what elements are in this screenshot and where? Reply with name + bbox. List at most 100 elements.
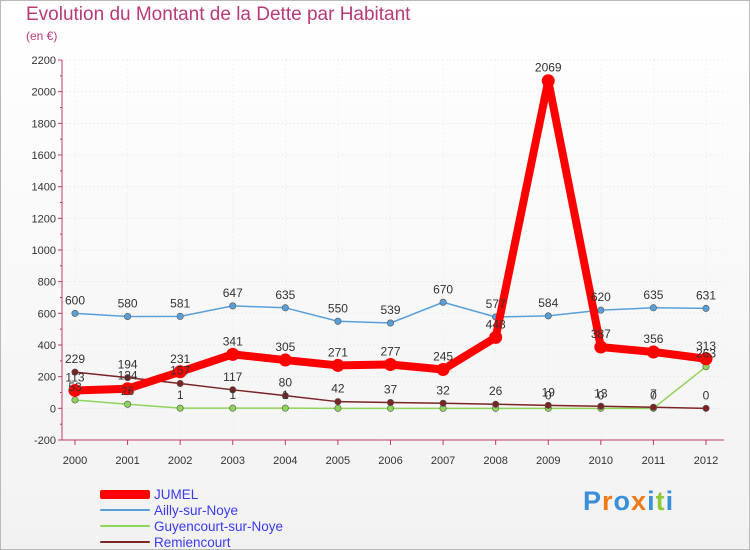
legend-swatch-ailly xyxy=(100,509,150,511)
data-point xyxy=(597,402,605,410)
logo-letter: i xyxy=(665,486,675,516)
data-label: 117 xyxy=(223,370,242,384)
data-label: 157 xyxy=(170,363,190,377)
data-label: 387 xyxy=(591,327,611,341)
data-point xyxy=(334,317,342,325)
data-label: 0 xyxy=(545,388,552,402)
data-label: 550 xyxy=(328,301,348,315)
data-point xyxy=(226,347,240,361)
data-label: 584 xyxy=(538,296,558,310)
data-point xyxy=(229,404,237,412)
y-tick-label: 2000 xyxy=(32,87,56,99)
data-label: 231 xyxy=(170,352,190,366)
legend-item-guyencourt: Guyencourt-sur-Noye xyxy=(100,518,283,534)
data-point xyxy=(124,374,132,382)
y-tick-label: 2200 xyxy=(32,55,56,67)
chart-title: Evolution du Montant de la Dette par Hab… xyxy=(26,4,411,25)
data-point xyxy=(281,392,289,400)
data-point xyxy=(334,404,342,412)
chart-legend: JUMEL Ailly-sur-Noye Guyencourt-sur-Noye… xyxy=(100,486,283,550)
x-tick-label: 2010 xyxy=(589,455,613,467)
data-point xyxy=(702,404,710,412)
data-label: 53 xyxy=(68,380,82,394)
data-point xyxy=(384,357,397,371)
data-label: 277 xyxy=(380,344,400,358)
data-point xyxy=(699,352,713,366)
data-label: 635 xyxy=(275,288,295,302)
data-point xyxy=(124,400,132,408)
data-point xyxy=(176,379,184,387)
data-label: 539 xyxy=(380,303,400,317)
data-point xyxy=(278,353,292,367)
y-tick-label: 1800 xyxy=(32,118,56,130)
data-point xyxy=(597,306,605,314)
data-point xyxy=(386,319,394,327)
legend-label-ailly: Ailly-sur-Noye xyxy=(154,502,239,518)
legend-label-jumel: JUMEL xyxy=(154,486,199,502)
data-label: 448 xyxy=(486,317,506,331)
data-label: 26 xyxy=(489,384,503,398)
data-label: 271 xyxy=(328,345,348,359)
data-label: 194 xyxy=(118,358,138,372)
y-tick-label: -200 xyxy=(34,435,56,447)
y-tick-label: 0 xyxy=(50,403,56,415)
data-label: 26 xyxy=(121,384,135,398)
data-label: 631 xyxy=(696,288,716,302)
legend-swatch-guyencourt xyxy=(100,525,150,527)
data-point xyxy=(649,403,657,411)
logo-letter: P xyxy=(583,486,603,516)
y-tick-label: 1400 xyxy=(32,182,56,194)
data-label: 42 xyxy=(331,382,345,396)
x-tick-label: 2008 xyxy=(483,455,507,467)
data-point xyxy=(331,358,345,372)
y-tick-label: 400 xyxy=(38,340,56,352)
data-label: 0 xyxy=(703,388,710,402)
data-point xyxy=(646,345,660,359)
data-label: 341 xyxy=(223,334,243,348)
data-label: 0 xyxy=(597,388,604,402)
logo-letter: i xyxy=(647,486,656,516)
y-tick-label: 1000 xyxy=(32,245,56,257)
logo-letter: o xyxy=(613,486,632,516)
x-tick-label: 2009 xyxy=(536,455,560,467)
data-label: 581 xyxy=(170,296,190,310)
y-tick-label: 200 xyxy=(38,372,56,384)
data-point xyxy=(281,404,289,412)
legend-label-guyencourt: Guyencourt-sur-Noye xyxy=(154,518,284,534)
data-point xyxy=(281,304,289,312)
data-label: 19 xyxy=(542,385,556,399)
data-label: 600 xyxy=(65,293,85,307)
data-point xyxy=(386,404,394,412)
x-tick-label: 2003 xyxy=(221,455,245,467)
data-label: 113 xyxy=(65,370,84,384)
data-label: 263 xyxy=(696,347,716,361)
proxiti-logo: Proxiti xyxy=(583,486,674,517)
data-label: 670 xyxy=(433,282,453,296)
legend-swatch-jumel xyxy=(100,489,150,499)
data-point xyxy=(124,312,132,320)
x-tick-label: 2006 xyxy=(378,455,402,467)
data-point xyxy=(71,368,79,376)
data-point xyxy=(229,386,237,394)
x-tick-label: 2001 xyxy=(115,455,139,467)
data-point xyxy=(121,382,135,396)
data-point xyxy=(229,302,237,310)
data-label: 620 xyxy=(591,290,611,304)
legend-item-remiencourt: Remiencourt xyxy=(100,534,283,550)
x-tick-label: 2004 xyxy=(273,455,297,467)
data-point xyxy=(492,400,500,408)
y-tick-label: 600 xyxy=(38,308,56,320)
data-point xyxy=(649,304,657,312)
data-label: 124 xyxy=(118,369,138,383)
data-label: 635 xyxy=(643,288,663,302)
data-label: 32 xyxy=(436,383,450,397)
data-point xyxy=(173,365,187,379)
x-tick-label: 2005 xyxy=(326,455,350,467)
data-point xyxy=(386,398,394,406)
data-label: 577 xyxy=(486,297,506,311)
data-point xyxy=(334,398,342,406)
data-label: 245 xyxy=(433,350,453,364)
data-label: 580 xyxy=(118,297,138,311)
data-label: 0 xyxy=(650,388,657,402)
